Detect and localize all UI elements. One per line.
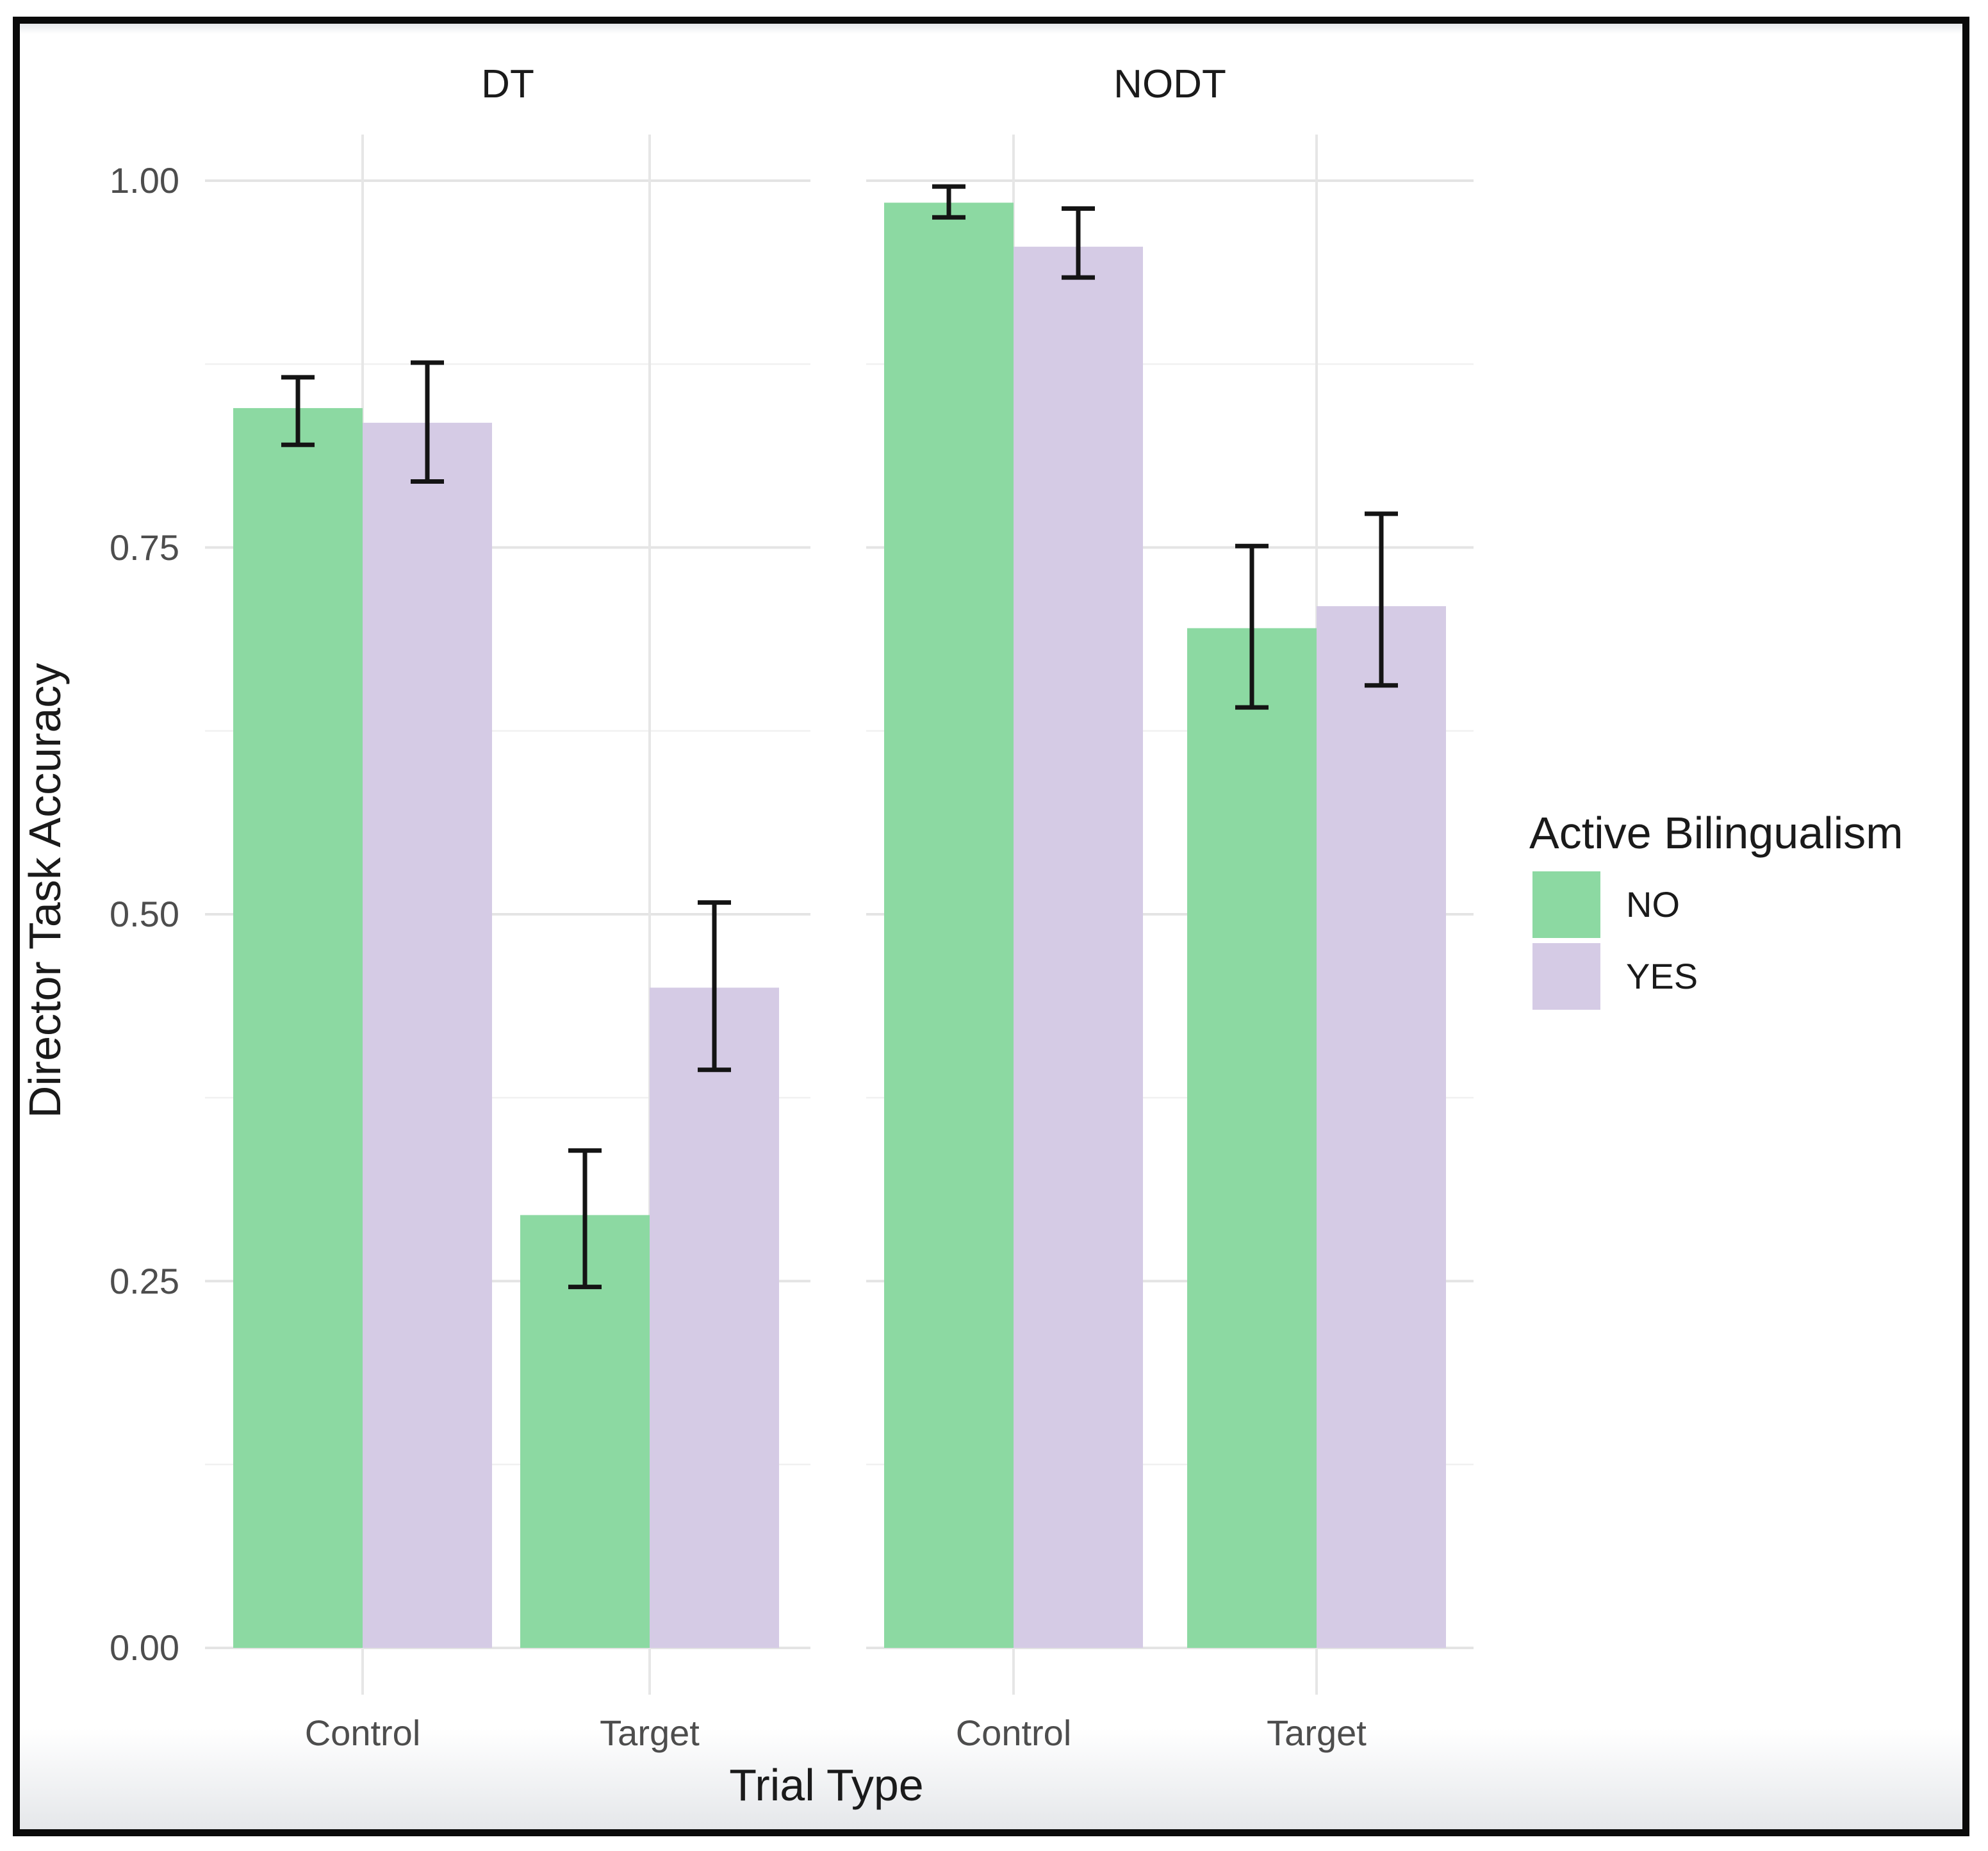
facet-label-NODT: NODT [1113, 62, 1226, 106]
x-tick-label-DT-Target: Target [600, 1713, 700, 1753]
legend-label-NO: NO [1626, 884, 1680, 925]
top-shade-gradient [20, 24, 1962, 34]
x-tick-label-NODT-Control: Control [955, 1713, 1072, 1753]
x-tick-label-DT-Control: Control [304, 1713, 421, 1753]
bottom-shade-gradient [20, 1729, 1962, 1829]
legend-label-YES: YES [1626, 956, 1698, 996]
facet-label-DT: DT [481, 62, 534, 106]
bar-NODT-Control-NO [884, 202, 1014, 1648]
y-tick-label-1.00: 1.00 [110, 160, 179, 201]
bar-NODT-Target-NO [1187, 628, 1317, 1649]
y-tick-label-0.50: 0.50 [110, 894, 179, 934]
legend-key-YES [1532, 943, 1600, 1010]
bar-NODT-Target-YES [1317, 606, 1446, 1648]
x-tick-label-NODT-Target: Target [1267, 1713, 1367, 1753]
legend-title: Active Bilingualism [1529, 808, 1903, 858]
bar-NODT-Control-YES [1014, 247, 1143, 1648]
bar-DT-Control-NO [233, 407, 363, 1649]
y-tick-label-0.25: 0.25 [110, 1260, 179, 1301]
bar-DT-Target-YES [650, 987, 779, 1648]
bar-DT-Control-YES [363, 422, 492, 1648]
y-axis-title: Director Task Accuracy [20, 662, 70, 1119]
x-axis-title: Trial Type [729, 1760, 924, 1810]
y-tick-label-0.75: 0.75 [110, 527, 179, 568]
legend-key-NO [1532, 871, 1600, 938]
y-tick-label-0.00: 0.00 [110, 1627, 179, 1668]
